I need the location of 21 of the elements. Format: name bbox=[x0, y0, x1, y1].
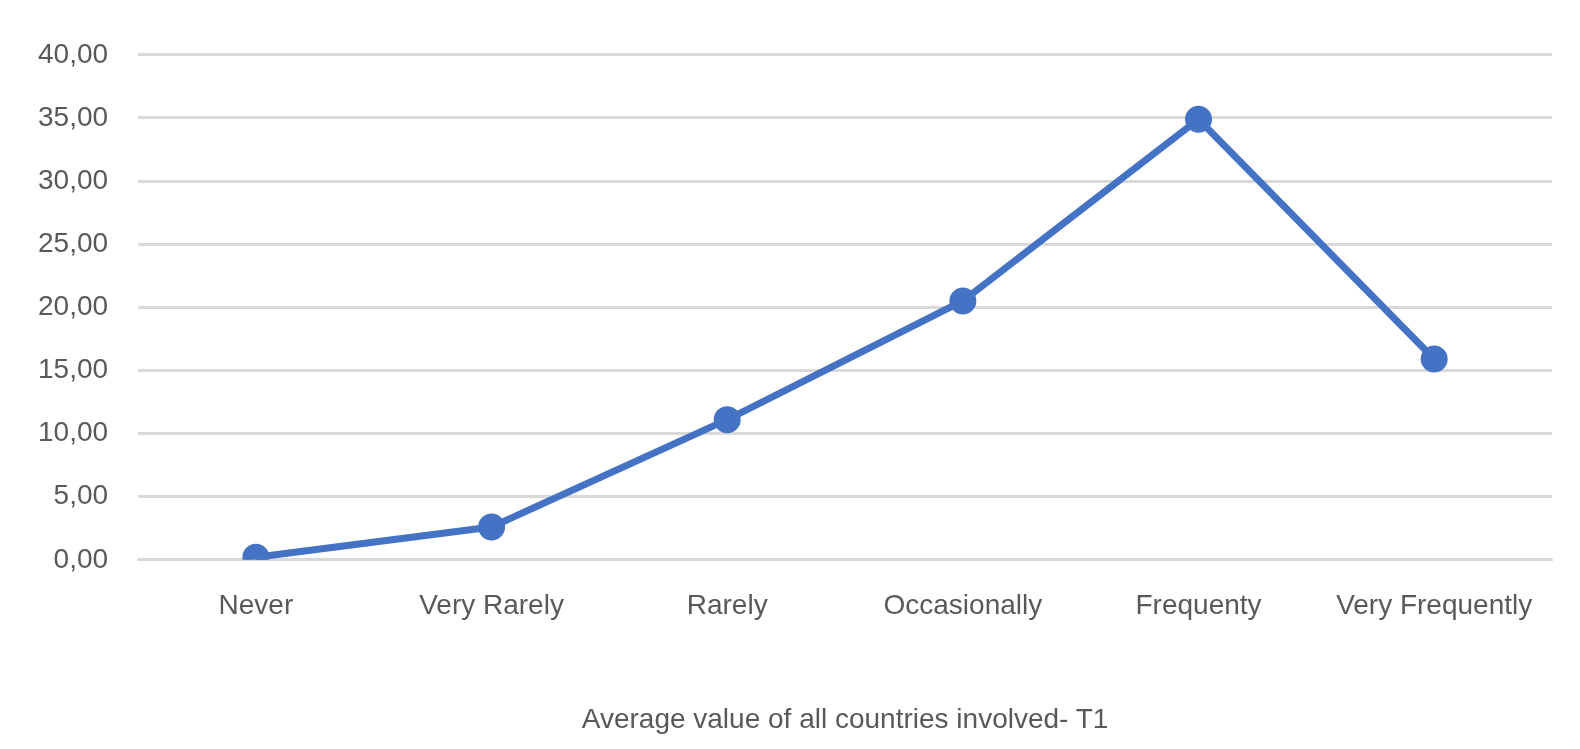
x-tick-label: Very Rarely bbox=[419, 589, 564, 621]
point bbox=[713, 406, 741, 434]
y-tick-label: 5,00 bbox=[53, 479, 109, 511]
point bbox=[478, 513, 506, 541]
y-tick-label: 20,00 bbox=[37, 290, 109, 322]
y-tick-label: 25,00 bbox=[37, 226, 109, 258]
x-tick-label: Frequenty bbox=[1135, 589, 1262, 621]
x-tick-label: Rarely bbox=[686, 589, 768, 621]
y-tick-label: 10,00 bbox=[37, 416, 109, 448]
x-tick-label: Occasionally bbox=[883, 589, 1043, 621]
point bbox=[1185, 105, 1213, 133]
y-tick-label: 0,00 bbox=[53, 542, 109, 574]
y-tick-label: 40,00 bbox=[37, 37, 109, 69]
point bbox=[1420, 345, 1448, 373]
y-tick-label: 35,00 bbox=[37, 100, 109, 132]
y-tick-label: 15,00 bbox=[37, 353, 109, 385]
point bbox=[949, 287, 977, 315]
x-axis-title: Average value of all countries involved- T1 bbox=[581, 702, 1109, 734]
x-tick-label: Never bbox=[218, 589, 294, 621]
y-tick-label: 30,00 bbox=[37, 163, 109, 195]
x-tick-label: Very Frequently bbox=[1336, 589, 1533, 621]
